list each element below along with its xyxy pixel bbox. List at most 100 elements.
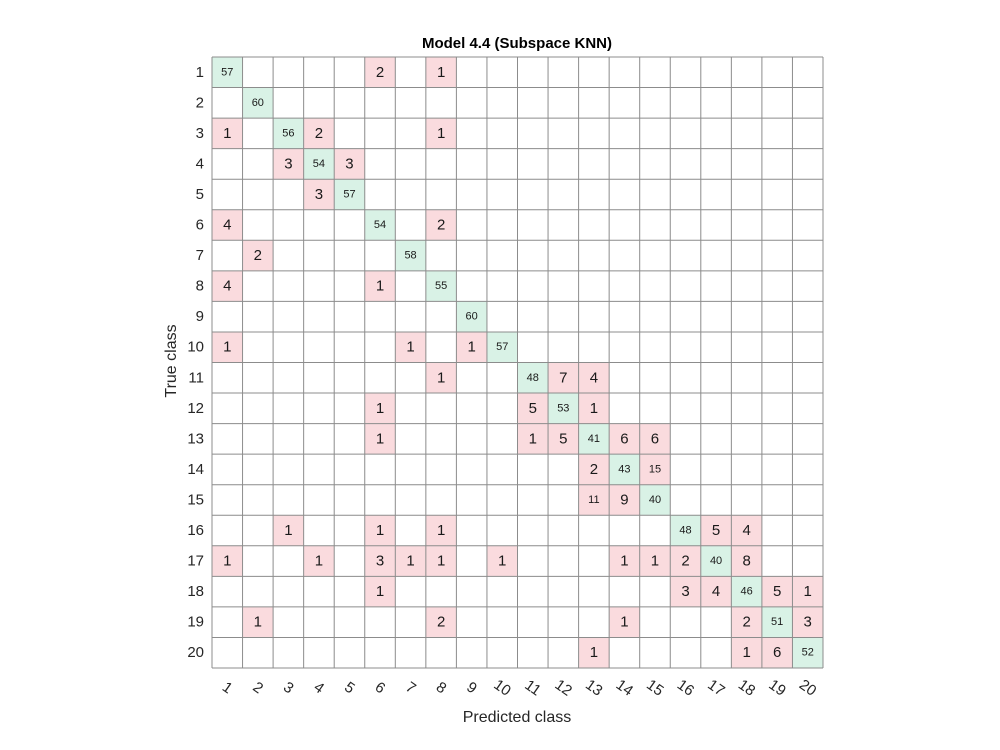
cell-value-label: 5 <box>529 400 537 417</box>
misclassified-cell <box>242 606 274 638</box>
correct-cell <box>212 57 243 88</box>
cell-value-label: 1 <box>437 369 445 386</box>
x-tick-label: 11 <box>522 677 545 700</box>
cell-value-label: 4 <box>223 278 231 295</box>
misclassified-cell <box>578 454 610 485</box>
x-tick-label: 3 <box>280 679 297 698</box>
misclassified-cell <box>425 57 457 88</box>
cell-value-label: 5 <box>559 430 567 447</box>
misclassified-cell <box>731 637 762 668</box>
cell-value-label: 46 <box>741 586 753 598</box>
misclassified-cell <box>273 515 304 546</box>
cell-value-label: 6 <box>773 644 781 661</box>
misclassified-cell <box>364 515 396 546</box>
y-tick-label: 19 <box>187 614 204 631</box>
misclassified-cell <box>303 118 335 149</box>
cell-value-label: 1 <box>223 553 231 570</box>
cell-value-label: 1 <box>406 339 414 356</box>
cell-value-label: 3 <box>804 614 812 631</box>
misclassified-cell <box>670 576 701 607</box>
cell-value-label: 56 <box>282 127 294 139</box>
misclassified-cell <box>395 545 426 577</box>
cell-value-label: 1 <box>529 430 537 447</box>
cell-value-label: 54 <box>374 219 386 231</box>
misclassified-cell <box>212 331 243 363</box>
y-tick-label: 7 <box>196 247 204 264</box>
misclassified-cell <box>364 393 396 424</box>
correct-cell <box>670 515 701 546</box>
misclassified-cell <box>578 362 610 394</box>
misclassified-cell <box>364 423 396 455</box>
correct-cell <box>486 331 518 363</box>
correct-cell <box>425 270 457 302</box>
correct-cell <box>242 87 274 119</box>
y-axis-label: True class <box>163 324 180 397</box>
misclassified-cell <box>578 484 610 516</box>
y-tick-label: 1 <box>196 64 204 81</box>
cell-value-label: 1 <box>437 522 445 539</box>
cell-value-label: 1 <box>498 553 506 570</box>
cell-value-label: 2 <box>742 614 750 631</box>
misclassified-cell <box>578 393 610 424</box>
misclassified-cell <box>609 484 640 516</box>
misclassified-cell <box>364 57 396 88</box>
cell-value-label: 2 <box>254 247 262 264</box>
cell-value-label: 2 <box>590 461 598 478</box>
x-tick-label: 4 <box>311 679 328 698</box>
x-tick-label: 1 <box>219 679 236 698</box>
cell-value-label: 1 <box>223 339 231 356</box>
y-tick-label: 17 <box>187 553 204 570</box>
misclassified-cell <box>609 606 640 638</box>
misclassified-cell <box>517 423 549 455</box>
x-tick-label: 13 <box>582 676 605 699</box>
chart-title: Model 4.4 (Subspace KNN) <box>422 35 612 52</box>
x-tick-label: 16 <box>674 676 697 699</box>
cell-value-label: 1 <box>223 125 231 142</box>
cell-value-label: 48 <box>527 372 539 384</box>
misclassified-cell <box>486 545 518 577</box>
y-tick-label: 6 <box>196 217 204 234</box>
y-tick-label: 4 <box>196 155 204 172</box>
x-tick-label: 9 <box>463 679 480 698</box>
y-tick-label: 14 <box>187 461 204 478</box>
cell-value-label: 6 <box>620 430 628 447</box>
misclassified-cell <box>212 545 243 577</box>
cell-value-label: 3 <box>345 155 353 172</box>
cell-value-label: 11 <box>588 494 599 506</box>
y-tick-label: 5 <box>196 186 204 203</box>
cell-value-label: 57 <box>496 341 508 353</box>
misclassified-cell <box>761 576 793 607</box>
cell-value-label: 60 <box>466 311 478 323</box>
cell-value-label: 8 <box>742 553 750 570</box>
misclassified-cell <box>761 637 793 668</box>
cell-value-label: 4 <box>712 583 720 600</box>
cell-value-label: 1 <box>468 339 476 356</box>
x-tick-label: 14 <box>613 676 636 699</box>
misclassified-cell <box>700 515 732 546</box>
cell-value-label: 48 <box>679 525 691 537</box>
cell-value-label: 58 <box>404 250 416 262</box>
x-tick-label: 12 <box>552 676 575 699</box>
cell-value-label: 4 <box>742 522 750 539</box>
x-tick-label: 10 <box>491 676 514 699</box>
matrix-grid <box>211 56 824 669</box>
x-tick-label: 18 <box>735 676 758 699</box>
cell-value-label: 1 <box>590 644 598 661</box>
misclassified-cell <box>609 423 640 455</box>
misclassified-cell <box>425 362 457 394</box>
misclassified-cell <box>731 545 762 577</box>
correct-cell <box>609 454 640 485</box>
cell-value-label: 3 <box>315 186 323 203</box>
x-axis-label: Predicted class <box>463 709 572 726</box>
cell-value-label: 3 <box>681 583 689 600</box>
correct-cell <box>273 118 304 149</box>
x-tick-label: 15 <box>643 676 666 699</box>
cell-value-label: 2 <box>681 553 689 570</box>
misclassified-cell <box>425 515 457 546</box>
misclassified-cell <box>609 545 640 577</box>
cell-value-label: 1 <box>590 400 598 417</box>
cell-value-label: 1 <box>620 614 628 631</box>
cell-value-label: 15 <box>649 463 661 475</box>
cell-value-label: 60 <box>252 97 264 109</box>
